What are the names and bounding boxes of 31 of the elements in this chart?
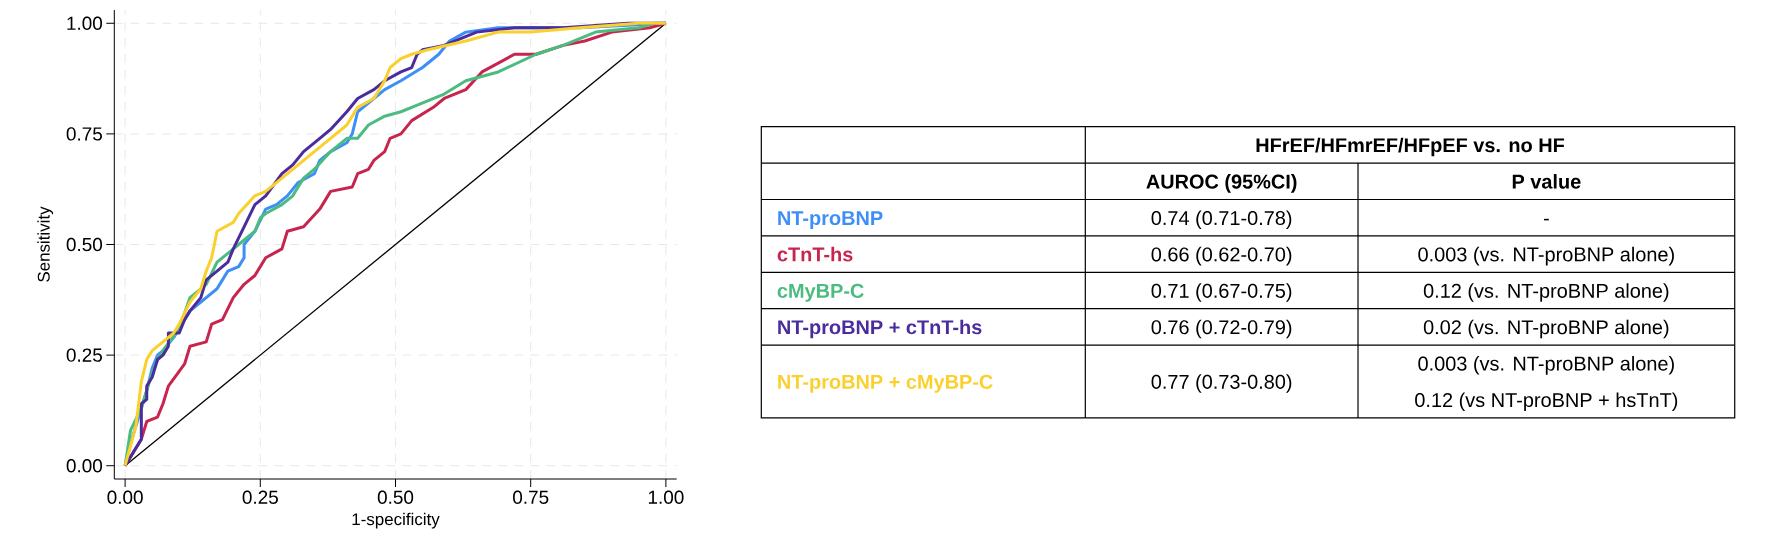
text: 0.003 (vs. NT-proBNP alone) [1418, 356, 1674, 375]
y-tick-label: 0.25 [66, 348, 102, 362]
text: AUROC (95%CI) [1146, 174, 1297, 193]
text: 0.003 (vs. NT-proBNP alone) [1418, 246, 1674, 266]
text: 0.12 (vs NT-proBNP + hsTnT) [1415, 392, 1678, 412]
x-tick-label: 0.50 [377, 490, 414, 504]
text: cMyBP-C [777, 283, 864, 302]
text: cTnT-hs [777, 246, 853, 262]
text: 0.76 (0.72-0.79) [1151, 319, 1292, 339]
text: - [1543, 218, 1549, 221]
y-tick-label: 0.75 [66, 127, 102, 141]
text: HFrEF/HFmrEF/HFpEF vs. no HF [1256, 137, 1565, 157]
y-tick-label: 0.50 [66, 237, 103, 252]
y-tick-label: 0.00 [66, 459, 103, 473]
x-tick-label: 0.75 [513, 490, 549, 504]
y-axis-title: Sensitivity [37, 206, 54, 282]
text: NT-proBNP + cMyBP-C [778, 374, 993, 393]
x-tick-label: 1.00 [648, 490, 684, 504]
x-axis-title: 1-specificity [352, 512, 440, 529]
text: NT-proBNP + cTnT-hs [778, 319, 982, 339]
text: 0.77 (0.73-0.80) [1151, 374, 1292, 393]
y-tick-label: 1.00 [67, 16, 103, 30]
text: 0.71 (0.67-0.75) [1151, 283, 1292, 302]
text: NT-proBNP [778, 211, 883, 230]
text: 0.02 (vs. NT-proBNP alone) [1423, 319, 1669, 339]
x-tick-label: 0.25 [242, 490, 278, 504]
text: P value [1512, 174, 1581, 189]
x-tick-label: 0.00 [107, 490, 143, 504]
text: 0.74 (0.71-0.78) [1151, 210, 1292, 230]
text: 0.66 (0.62-0.70) [1151, 246, 1292, 266]
text: 0.12 (vs. NT-proBNP alone) [1423, 283, 1669, 302]
